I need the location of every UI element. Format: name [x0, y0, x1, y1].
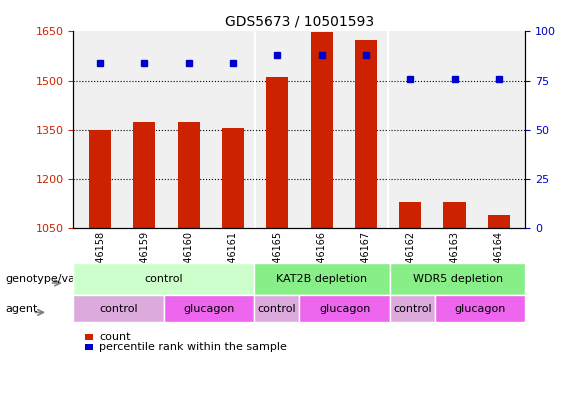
Text: percentile rank within the sample: percentile rank within the sample	[99, 342, 287, 352]
Bar	[355, 40, 377, 228]
Title: GDS5673 / 10501593: GDS5673 / 10501593	[225, 15, 374, 29]
Bar	[222, 128, 244, 228]
Text: WDR5 depletion: WDR5 depletion	[412, 274, 503, 284]
Bar	[444, 202, 466, 228]
Y-axis label: 100%: 100%	[564, 28, 565, 37]
Text: control: control	[258, 303, 296, 314]
Text: genotype/variation: genotype/variation	[6, 274, 112, 284]
Bar	[311, 32, 333, 228]
Text: glucagon: glucagon	[319, 303, 370, 314]
Text: control: control	[99, 303, 138, 314]
Bar	[177, 121, 200, 228]
Bar	[399, 202, 421, 228]
Text: count: count	[99, 332, 131, 342]
Text: agent: agent	[6, 303, 38, 314]
Bar	[89, 130, 111, 228]
Bar	[133, 121, 155, 228]
Text: glucagon: glucagon	[184, 303, 234, 314]
Text: glucagon: glucagon	[455, 303, 506, 314]
Bar	[266, 77, 288, 228]
Bar	[488, 215, 510, 228]
Text: KAT2B depletion: KAT2B depletion	[276, 274, 368, 284]
Text: control: control	[393, 303, 432, 314]
Text: control: control	[145, 274, 183, 284]
